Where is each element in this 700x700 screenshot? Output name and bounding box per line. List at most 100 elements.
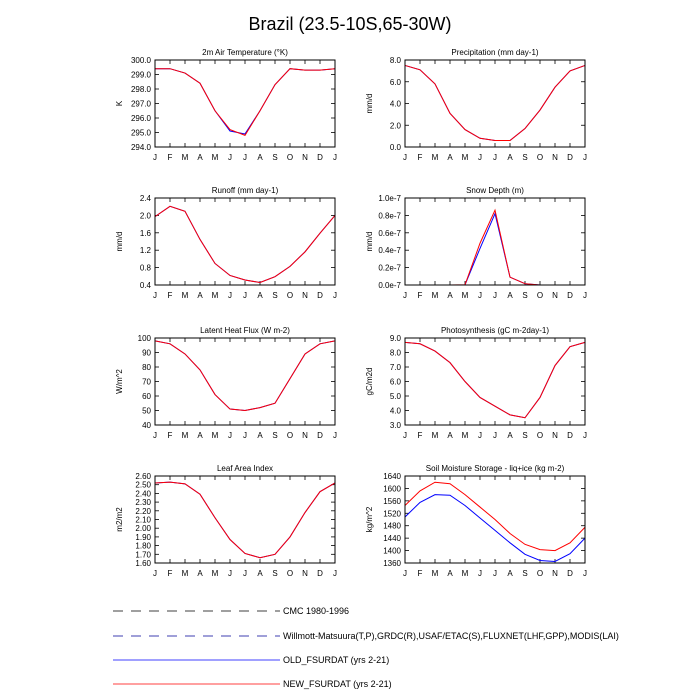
x-tick-label: J — [478, 153, 482, 162]
panel-title: Leaf Area Index — [217, 464, 273, 473]
x-tick-label: M — [432, 153, 439, 162]
plot-frame — [404, 59, 586, 148]
x-tick-label: O — [537, 291, 543, 300]
y-tick-label: 1.60 — [135, 559, 151, 568]
y-tick-label: 1360 — [383, 559, 401, 568]
y-tick-label: 7.0 — [390, 363, 402, 372]
y-tick-label: 50 — [142, 407, 151, 416]
chart-panel-8: Soil Moisture Storage - liq+ice (kg m-2)… — [365, 464, 587, 578]
x-tick-label: J — [153, 431, 157, 440]
x-tick-label: N — [302, 153, 308, 162]
y-tick-label: 299.0 — [131, 71, 152, 80]
x-tick-label: M — [432, 431, 439, 440]
y-tick-label: 296.0 — [131, 114, 152, 123]
x-tick-label: J — [228, 153, 232, 162]
x-tick-label: N — [552, 153, 558, 162]
series-line-new-fsurdat — [154, 481, 336, 559]
x-tick-label: A — [197, 153, 203, 162]
y-tick-label: 40 — [142, 421, 151, 430]
x-tick-label: M — [182, 291, 189, 300]
series-line-old-fsurdat — [404, 494, 586, 562]
x-tick-label: O — [287, 291, 293, 300]
series-line-old-fsurdat — [404, 64, 586, 141]
x-tick-label: J — [403, 431, 407, 440]
y-tick-label: 9.0 — [390, 334, 402, 343]
x-tick-label: M — [182, 569, 189, 578]
x-tick-label: S — [522, 569, 527, 578]
y-tick-label: 2.30 — [135, 498, 151, 507]
x-tick-label: O — [537, 431, 543, 440]
y-tick-label: 4.0 — [390, 100, 402, 109]
series-line-new-fsurdat — [449, 208, 541, 286]
y-tick-label: 2.10 — [135, 516, 151, 525]
x-tick-label: O — [287, 431, 293, 440]
x-tick-label: F — [168, 153, 173, 162]
x-tick-label: N — [552, 291, 558, 300]
y-tick-label: 295.0 — [131, 129, 152, 138]
series-line-new-fsurdat — [154, 205, 336, 284]
y-tick-label: 0.4e-7 — [378, 246, 401, 255]
series-line-old-fsurdat — [154, 205, 336, 284]
figure-title: Brazil (23.5-10S,65-30W) — [248, 14, 451, 34]
y-tick-label: 90 — [142, 349, 151, 358]
y-tick-label: 1440 — [383, 534, 401, 543]
x-tick-label: F — [168, 431, 173, 440]
x-tick-label: S — [522, 291, 527, 300]
y-tick-label: 297.0 — [131, 100, 152, 109]
x-tick-label: J — [478, 431, 482, 440]
x-tick-label: D — [317, 431, 323, 440]
y-tick-label: 80 — [142, 363, 151, 372]
x-tick-label: D — [567, 153, 573, 162]
x-tick-label: J — [493, 431, 497, 440]
series-line-new-fsurdat — [404, 341, 586, 419]
y-tick-label: 2.0 — [390, 121, 402, 130]
x-tick-label: J — [228, 291, 232, 300]
x-tick-label: J — [333, 291, 337, 300]
series-line-new-fsurdat — [404, 64, 586, 141]
y-tick-label: 70 — [142, 378, 151, 387]
x-tick-label: O — [287, 153, 293, 162]
y-tick-label: 6.0 — [390, 378, 402, 387]
x-tick-label: D — [317, 291, 323, 300]
y-tick-label: 2.4 — [140, 194, 152, 203]
y-tick-label: 1.6 — [140, 229, 152, 238]
y-tick-label: 4.0 — [390, 407, 402, 416]
x-tick-label: N — [552, 431, 558, 440]
x-tick-label: N — [302, 291, 308, 300]
x-tick-label: M — [432, 291, 439, 300]
panel-title: Soil Moisture Storage - liq+ice (kg m-2) — [426, 464, 565, 473]
y-tick-label: 60 — [142, 392, 151, 401]
x-tick-label: A — [257, 569, 263, 578]
x-tick-label: M — [462, 569, 469, 578]
y-tick-label: 2.40 — [135, 489, 151, 498]
series-line-new-fsurdat — [404, 481, 586, 552]
x-tick-label: A — [197, 291, 203, 300]
legend-label-2: Willmott-Matsuura(T,P),GRDC(R),USAF/ETAC… — [283, 631, 619, 641]
y-tick-label: 0.8e-7 — [378, 211, 401, 220]
x-tick-label: J — [333, 569, 337, 578]
y-axis-label: K — [115, 100, 124, 106]
x-tick-label: D — [317, 569, 323, 578]
legend: CMC 1980-1996 Willmott-Matsuura(T,P),GRDC… — [113, 606, 619, 689]
y-tick-label: 8.0 — [390, 349, 402, 358]
x-tick-label: A — [257, 153, 263, 162]
y-axis-label: mm/d — [365, 94, 374, 114]
x-tick-label: D — [567, 291, 573, 300]
panel-title: Snow Depth (m) — [466, 186, 524, 195]
chart-panel-7: Leaf Area Index m2/m2 2.602.502.402.302.20… — [115, 464, 337, 578]
x-tick-label: A — [447, 431, 453, 440]
panels-container: 2m Air Temperature (°K) K 300.0 299.0 298.0 2… — [115, 48, 587, 578]
x-tick-label: J — [403, 569, 407, 578]
y-tick-label: 1520 — [383, 509, 401, 518]
y-axis-label: mm/d — [365, 232, 374, 252]
y-tick-label: 1.2 — [140, 246, 152, 255]
chart-panel-3: Runoff (mm day-1)mm/d2.42.01.61.20.80.4J… — [115, 186, 337, 300]
x-tick-label: J — [403, 153, 407, 162]
x-tick-label: J — [243, 569, 247, 578]
series-line-old-fsurdat — [154, 481, 336, 559]
y-tick-label: 6.0 — [390, 78, 402, 87]
x-tick-label: M — [212, 153, 219, 162]
y-tick-label: 5.0 — [390, 392, 402, 401]
y-tick-label: 0.6e-7 — [378, 229, 401, 238]
x-tick-label: M — [462, 153, 469, 162]
